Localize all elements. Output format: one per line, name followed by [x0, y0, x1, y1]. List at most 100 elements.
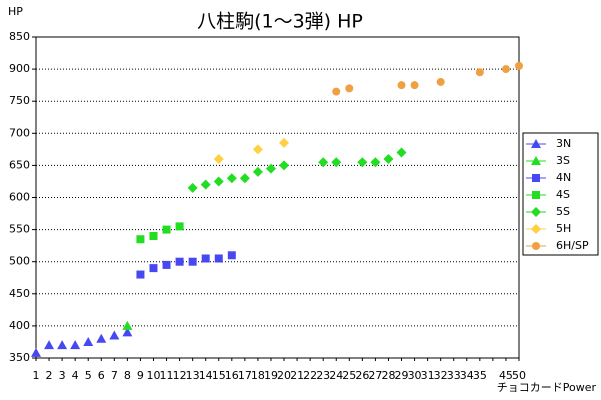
x-tick-label: 25 [342, 369, 356, 382]
data-point [175, 222, 184, 231]
data-point [436, 77, 445, 86]
data-point [31, 347, 41, 357]
data-point [149, 232, 158, 241]
legend-marker [531, 139, 541, 148]
x-tick-label: 32 [434, 369, 448, 382]
data-point [331, 157, 342, 168]
x-axis-title: チョコカードPower [497, 381, 597, 394]
data-point [136, 270, 145, 279]
data-point [318, 157, 329, 168]
y-tick-label: 850 [9, 30, 30, 43]
legend-label: 3N [556, 137, 571, 150]
x-tick-label: 45 [499, 369, 513, 382]
x-tick-label: 22 [303, 369, 317, 382]
x-tick-label: 11 [160, 369, 174, 382]
data-point [396, 147, 407, 158]
x-tick-label: 10 [146, 369, 160, 382]
data-point [279, 160, 290, 171]
x-tick-label: 2 [46, 369, 53, 382]
x-tick-label: 9 [137, 369, 144, 382]
x-tick-label: 17 [238, 369, 252, 382]
legend-label: 6H/SP [556, 239, 589, 252]
data-point [122, 327, 133, 337]
data-point [188, 257, 197, 266]
legend-marker [531, 156, 541, 165]
legend-label: 4N [556, 171, 571, 184]
data-point [162, 260, 171, 269]
data-point [162, 225, 171, 234]
data-point [265, 163, 276, 174]
data-point [149, 264, 158, 273]
y-tick-label: 700 [9, 126, 30, 139]
data-point [239, 173, 250, 184]
data-point [214, 254, 223, 263]
y-tick-label: 900 [9, 62, 30, 75]
data-point [200, 179, 211, 190]
data-point [226, 173, 237, 184]
legend-marker [532, 242, 540, 250]
data-point [332, 87, 341, 96]
x-tick-label: 21 [290, 369, 304, 382]
data-point [370, 157, 381, 168]
data-point [357, 157, 368, 168]
data-point [44, 340, 55, 350]
x-tick-label: 50 [512, 369, 526, 382]
y-tick-label: 600 [9, 191, 30, 204]
x-tick-label: 34 [460, 369, 474, 382]
x-tick-label: 26 [355, 369, 369, 382]
y-tick-label: 500 [9, 255, 30, 268]
x-tick-label: 5 [85, 369, 92, 382]
data-point [515, 61, 523, 70]
y-axis-title: HP [8, 5, 23, 18]
data-point [96, 333, 107, 343]
x-tick-label: 35 [473, 369, 487, 382]
y-tick-label: 350 [9, 351, 30, 364]
data-point [279, 137, 290, 148]
x-tick-label: 19 [264, 369, 278, 382]
x-tick-label: 27 [368, 369, 382, 382]
data-point [83, 336, 94, 346]
x-tick-label: 29 [395, 369, 409, 382]
x-tick-label: 16 [225, 369, 239, 382]
x-tick-label: 33 [447, 369, 461, 382]
x-tick-label: 20 [277, 369, 291, 382]
data-point [475, 68, 484, 77]
x-tick-label: 3 [59, 369, 66, 382]
x-tick-label: 31 [421, 369, 435, 382]
x-tick-label: 28 [381, 369, 395, 382]
x-tick-label: 12 [173, 369, 187, 382]
data-point [175, 257, 184, 266]
legend-label: 5H [556, 222, 571, 235]
data-point [397, 81, 406, 90]
legend-label: 5S [556, 205, 570, 218]
y-tick-label: 650 [9, 158, 30, 171]
data-point [383, 153, 394, 164]
legend-marker [531, 224, 541, 234]
x-tick-label: 23 [316, 369, 330, 382]
x-tick-label: 8 [124, 369, 131, 382]
y-tick-label: 400 [9, 319, 30, 332]
data-point [136, 235, 145, 244]
data-point [213, 153, 224, 164]
data-point [227, 251, 236, 260]
x-tick-label: 15 [212, 369, 226, 382]
x-tick-label: 13 [186, 369, 200, 382]
x-tick-label: 6 [98, 369, 105, 382]
legend-label: 3S [556, 154, 570, 167]
data-point [70, 340, 81, 350]
x-tick-label: 14 [199, 369, 213, 382]
legend-marker [531, 207, 541, 217]
data-point [252, 144, 263, 155]
chart-title: 八柱駒(1～3弾) HP [197, 11, 363, 33]
x-tick-label: 1 [33, 369, 40, 382]
legend-marker [532, 191, 540, 199]
data-point [501, 65, 510, 74]
data-point [410, 81, 419, 90]
y-tick-label: 750 [9, 94, 30, 107]
y-tick-label: 450 [9, 287, 30, 300]
x-tick-label: 24 [329, 369, 343, 382]
data-point [213, 176, 224, 187]
x-tick-label: 4 [72, 369, 79, 382]
